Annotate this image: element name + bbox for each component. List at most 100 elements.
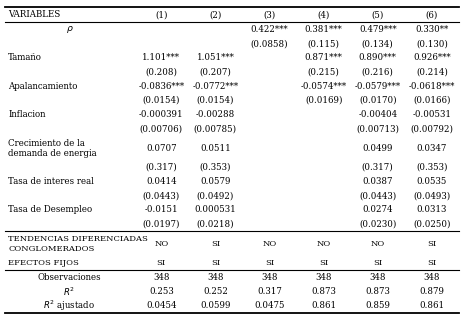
Text: -0.0151: -0.0151 xyxy=(144,206,178,214)
Text: (3): (3) xyxy=(263,10,275,19)
Text: NO: NO xyxy=(316,240,330,248)
Text: 0.422***: 0.422*** xyxy=(250,25,288,34)
Text: $\rho$: $\rho$ xyxy=(65,24,73,35)
Text: 0.0707: 0.0707 xyxy=(146,143,176,153)
Text: (0.115): (0.115) xyxy=(307,39,339,48)
Text: SI: SI xyxy=(210,240,219,248)
Text: VARIABLES: VARIABLES xyxy=(8,10,60,19)
Text: -0.0574***: -0.0574*** xyxy=(300,82,346,91)
Text: (0.00706): (0.00706) xyxy=(139,124,182,133)
Text: SI: SI xyxy=(319,259,327,267)
Text: EFECTOS FIJOS: EFECTOS FIJOS xyxy=(8,259,79,267)
Text: (0.0443): (0.0443) xyxy=(142,191,180,200)
Text: 348: 348 xyxy=(206,272,223,282)
Text: 0.861: 0.861 xyxy=(419,301,444,310)
Text: (0.215): (0.215) xyxy=(307,68,339,77)
Text: 0.253: 0.253 xyxy=(149,287,173,296)
Text: (0.0492): (0.0492) xyxy=(196,191,234,200)
Text: -0.00404: -0.00404 xyxy=(357,110,396,119)
Text: (0.214): (0.214) xyxy=(415,68,447,77)
Text: Tasa de interes real: Tasa de interes real xyxy=(8,177,94,186)
Text: 0.000531: 0.000531 xyxy=(194,206,236,214)
Text: (0.134): (0.134) xyxy=(361,39,393,48)
Text: (0.00713): (0.00713) xyxy=(356,124,398,133)
Text: (0.216): (0.216) xyxy=(361,68,393,77)
Text: 1.101***: 1.101*** xyxy=(142,53,180,62)
Text: SI: SI xyxy=(264,259,274,267)
Text: 0.861: 0.861 xyxy=(310,301,336,310)
Text: (0.130): (0.130) xyxy=(415,39,447,48)
Text: SI: SI xyxy=(210,259,219,267)
Text: 0.879: 0.879 xyxy=(419,287,444,296)
Text: (0.0169): (0.0169) xyxy=(304,96,342,105)
Text: (0.0443): (0.0443) xyxy=(358,191,395,200)
Text: 0.0313: 0.0313 xyxy=(416,206,446,214)
Text: (0.317): (0.317) xyxy=(361,163,393,172)
Text: -0.0836***: -0.0836*** xyxy=(138,82,184,91)
Text: (0.0230): (0.0230) xyxy=(358,220,395,228)
Text: -0.00288: -0.00288 xyxy=(195,110,235,119)
Text: 1.051***: 1.051*** xyxy=(196,53,234,62)
Text: 0.873: 0.873 xyxy=(364,287,389,296)
Text: -0.0772***: -0.0772*** xyxy=(192,82,238,91)
Text: (0.207): (0.207) xyxy=(199,68,231,77)
Text: (0.353): (0.353) xyxy=(199,163,231,172)
Text: NO: NO xyxy=(262,240,276,248)
Text: (0.0858): (0.0858) xyxy=(250,39,288,48)
Text: 348: 348 xyxy=(153,272,169,282)
Text: 0.330**: 0.330** xyxy=(414,25,448,34)
Text: SI: SI xyxy=(372,259,382,267)
Text: 0.0579: 0.0579 xyxy=(200,177,230,186)
Text: -0.00531: -0.00531 xyxy=(412,110,450,119)
Text: (0.0154): (0.0154) xyxy=(196,96,234,105)
Text: Observaciones: Observaciones xyxy=(38,272,101,282)
Text: 348: 348 xyxy=(315,272,331,282)
Text: (2): (2) xyxy=(209,10,221,19)
Text: 0.252: 0.252 xyxy=(202,287,227,296)
Text: Inflacion: Inflacion xyxy=(8,110,46,119)
Text: -0.0618***: -0.0618*** xyxy=(408,82,454,91)
Text: 0.317: 0.317 xyxy=(257,287,282,296)
Text: demanda de energia: demanda de energia xyxy=(8,149,97,158)
Text: -0.000391: -0.000391 xyxy=(139,110,183,119)
Text: (5): (5) xyxy=(371,10,383,19)
Text: SI: SI xyxy=(426,259,436,267)
Text: (0.0197): (0.0197) xyxy=(142,220,180,228)
Text: Crecimiento de la: Crecimiento de la xyxy=(8,139,85,148)
Text: 348: 348 xyxy=(369,272,385,282)
Text: 0.0499: 0.0499 xyxy=(362,143,392,153)
Text: TENDENCIAS DIFERENCIADAS: TENDENCIAS DIFERENCIADAS xyxy=(8,235,148,243)
Text: 0.0535: 0.0535 xyxy=(416,177,446,186)
Text: (0.353): (0.353) xyxy=(415,163,447,172)
Text: $R^2$ ajustado: $R^2$ ajustado xyxy=(43,298,95,313)
Text: 348: 348 xyxy=(423,272,439,282)
Text: SI: SI xyxy=(156,259,166,267)
Text: CONGLOMERADOS: CONGLOMERADOS xyxy=(8,245,94,253)
Text: 0.0475: 0.0475 xyxy=(254,301,284,310)
Text: (0.00785): (0.00785) xyxy=(194,124,237,133)
Text: (0.0170): (0.0170) xyxy=(358,96,396,105)
Text: Tasa de Desempleo: Tasa de Desempleo xyxy=(8,206,92,214)
Text: 0.0387: 0.0387 xyxy=(362,177,392,186)
Text: (0.317): (0.317) xyxy=(145,163,177,172)
Text: Tamaño: Tamaño xyxy=(8,53,42,62)
Text: 0.926***: 0.926*** xyxy=(412,53,450,62)
Text: (0.0250): (0.0250) xyxy=(412,220,450,228)
Text: 0.0454: 0.0454 xyxy=(146,301,176,310)
Text: 0.381***: 0.381*** xyxy=(304,25,342,34)
Text: (0.0166): (0.0166) xyxy=(412,96,450,105)
Text: 348: 348 xyxy=(261,272,277,282)
Text: 0.0599: 0.0599 xyxy=(200,301,230,310)
Text: 0.0511: 0.0511 xyxy=(200,143,230,153)
Text: 0.871***: 0.871*** xyxy=(304,53,342,62)
Text: NO: NO xyxy=(154,240,168,248)
Text: 0.479***: 0.479*** xyxy=(358,25,396,34)
Text: (0.0493): (0.0493) xyxy=(413,191,450,200)
Text: 0.0414: 0.0414 xyxy=(146,177,176,186)
Text: 0.0347: 0.0347 xyxy=(416,143,446,153)
Text: 0.873: 0.873 xyxy=(311,287,335,296)
Text: (0.208): (0.208) xyxy=(145,68,177,77)
Text: Apalancamiento: Apalancamiento xyxy=(8,82,77,91)
Text: NO: NO xyxy=(370,240,384,248)
Text: $R^2$: $R^2$ xyxy=(63,285,75,297)
